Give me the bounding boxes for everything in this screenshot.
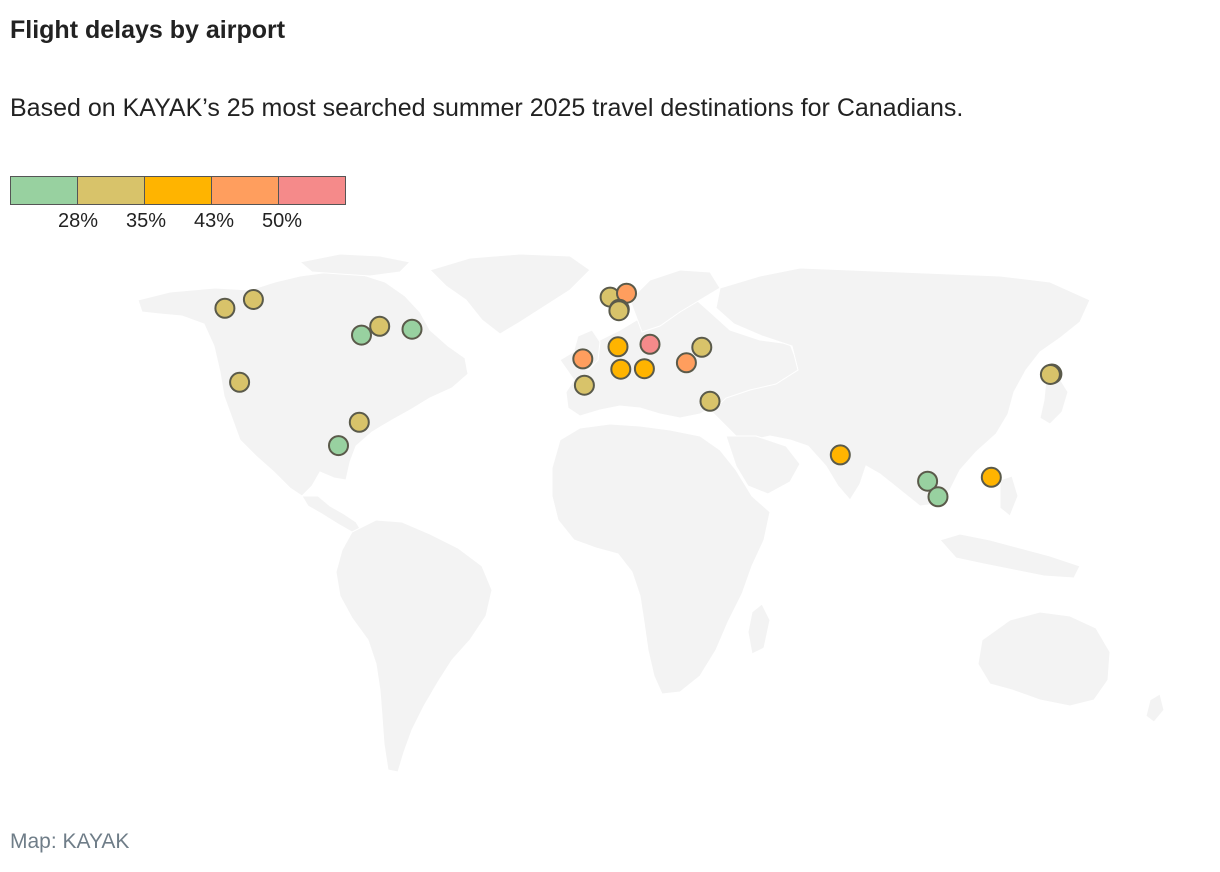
airport-marker-22[interactable] <box>829 444 851 466</box>
airport-marker-14[interactable] <box>573 374 595 396</box>
airport-marker-3[interactable] <box>229 371 251 393</box>
airport-marker-5[interactable] <box>369 315 391 337</box>
airport-marker-16[interactable] <box>610 358 632 380</box>
landmass-australia <box>977 611 1111 707</box>
landmass-philippines <box>999 475 1019 517</box>
world-map-svg <box>137 253 1165 773</box>
airport-marker-6[interactable] <box>401 318 423 340</box>
landmass-southeast-asia-islands <box>939 533 1081 579</box>
landmass-greenland <box>429 253 591 335</box>
legend-swatch-1 <box>11 177 78 204</box>
airport-marker-8[interactable] <box>328 435 349 457</box>
landmass-north-america <box>137 271 469 497</box>
legend-swatch-5 <box>279 177 345 204</box>
airport-marker-1[interactable] <box>214 297 236 319</box>
landmass-arctic-islands <box>298 253 412 277</box>
legend-swatch-3 <box>145 177 212 204</box>
airport-marker-23[interactable] <box>917 470 939 492</box>
airport-marker-12[interactable] <box>608 300 630 322</box>
landmass-arabia <box>725 435 801 495</box>
airport-marker-27[interactable] <box>1039 364 1061 385</box>
landmass-madagascar <box>747 603 771 655</box>
landmass-asia <box>711 267 1091 507</box>
legend-swatch-2 <box>78 177 145 204</box>
airport-marker-19[interactable] <box>675 352 697 374</box>
airport-marker-18[interactable] <box>633 358 655 380</box>
landmass-new-zealand <box>1145 693 1165 723</box>
airport-marker-20[interactable] <box>691 336 713 358</box>
landmass-africa <box>551 423 771 695</box>
airport-marker-7[interactable] <box>348 411 370 433</box>
airport-marker-21[interactable] <box>699 390 721 412</box>
chart-subtitle: Based on KAYAK’s 25 most searched summer… <box>10 94 964 122</box>
airport-marker-4[interactable] <box>351 324 372 346</box>
color-legend: 28% 35% 43% 50% <box>10 176 350 236</box>
airport-marker-13[interactable] <box>572 348 594 370</box>
land-layer <box>137 253 1165 773</box>
chart-title: Flight delays by airport <box>10 16 286 44</box>
landmass-central-america <box>301 495 363 533</box>
legend-swatch-4 <box>212 177 279 204</box>
legend-tick-4: 50% <box>261 210 303 232</box>
legend-tick-3: 43% <box>193 210 235 232</box>
airport-markers <box>214 282 1063 508</box>
legend-bar <box>10 176 346 205</box>
airport-marker-24[interactable] <box>927 486 949 508</box>
landmass-scandinavia <box>629 269 721 333</box>
airport-marker-25[interactable] <box>980 466 1002 488</box>
legend-tick-2: 35% <box>125 210 167 232</box>
airport-marker-2[interactable] <box>242 289 264 310</box>
world-map <box>0 250 1220 790</box>
legend-tick-1: 28% <box>57 210 99 232</box>
airport-marker-15[interactable] <box>607 336 629 358</box>
source-note: Map: KAYAK <box>10 830 130 853</box>
landmass-south-america <box>335 519 493 773</box>
airport-marker-17[interactable] <box>639 333 661 355</box>
